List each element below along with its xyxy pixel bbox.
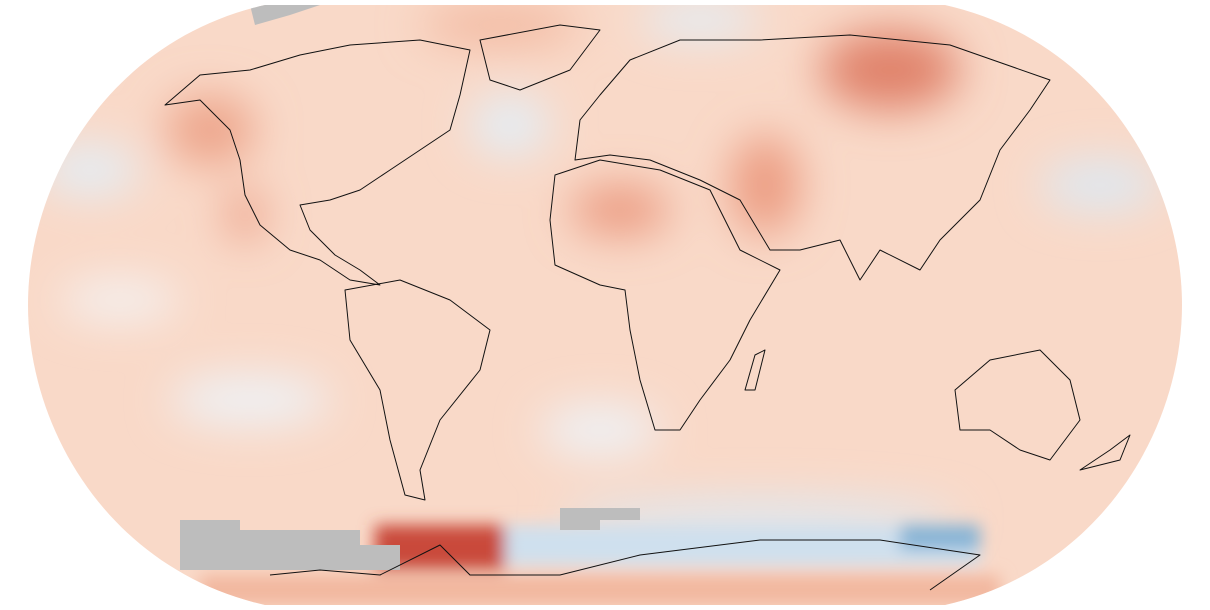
no-data	[250, 5, 320, 25]
warm-spot	[420, 5, 580, 45]
warm-spot	[820, 30, 960, 110]
north-america	[164, 39, 471, 286]
cool-spot	[470, 95, 550, 155]
cool-spot	[170, 375, 330, 425]
cool-spot	[540, 405, 660, 455]
coastlines	[164, 24, 1131, 591]
africa	[549, 159, 781, 431]
warm-spot	[200, 575, 1000, 605]
warm-spot	[165, 95, 255, 165]
antarctica	[269, 539, 981, 591]
warm-spot	[570, 185, 670, 235]
eurasia	[574, 34, 1051, 281]
madagascar	[744, 349, 766, 391]
polar-field	[200, 525, 1000, 605]
cool-spot	[900, 525, 980, 550]
south-america	[344, 279, 491, 501]
greenland	[479, 24, 601, 91]
australia	[954, 349, 1081, 461]
cool-spot	[1040, 160, 1160, 210]
cool-spot	[640, 5, 760, 40]
no-data	[180, 520, 400, 570]
new-zealand	[1079, 434, 1131, 471]
cool-spot	[480, 525, 980, 565]
no-data	[560, 508, 640, 530]
cool-spot	[60, 280, 180, 320]
cool-spot	[40, 145, 140, 195]
warm-spot	[730, 135, 800, 235]
warm-spot	[227, 190, 263, 240]
